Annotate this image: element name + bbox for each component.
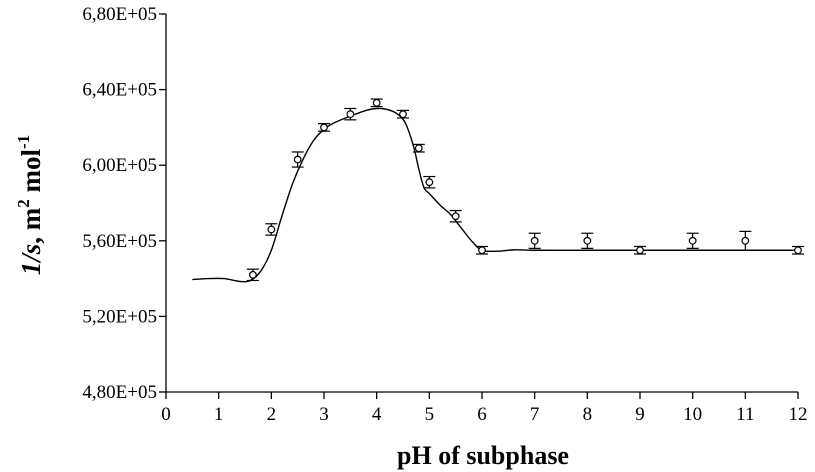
point-marker — [741, 236, 750, 245]
y-axis-title-unit2: mol — [16, 148, 46, 199]
x-tick-label: 3 — [319, 404, 329, 425]
point-marker — [478, 246, 486, 255]
data-point — [412, 143, 425, 153]
y-tick-label: 6,80E+05 — [82, 4, 157, 25]
data-point — [246, 268, 259, 282]
data-point — [265, 223, 278, 236]
fit-curve-group — [192, 107, 798, 283]
point-marker — [425, 178, 434, 187]
y-axis-title-sup1: 2 — [14, 199, 33, 208]
point-marker — [399, 110, 407, 119]
point-marker — [794, 246, 802, 255]
x-axis: 0 1 2 3 4 5 6 7 8 9 10 11 12 — [161, 391, 808, 425]
point-marker — [688, 236, 697, 245]
data-points — [246, 98, 804, 282]
fit-curve — [192, 107, 798, 283]
point-marker — [530, 236, 539, 245]
y-axis-title-unit: , m — [16, 207, 46, 244]
x-tick-label: 8 — [583, 404, 593, 425]
data-point — [739, 230, 752, 251]
y-axis-title-main: 1/s — [16, 244, 46, 276]
point-marker — [451, 212, 460, 221]
point-marker — [320, 123, 328, 132]
y-axis: 4,80E+05 5,20E+05 5,60E+05 6,00E+05 6,40E+05… — [82, 4, 167, 403]
y-tick-label: 5,60E+05 — [82, 231, 157, 252]
data-point — [686, 232, 699, 249]
data-point — [528, 232, 541, 249]
point-marker — [267, 225, 276, 234]
data-point — [476, 245, 488, 255]
x-tick-label: 5 — [425, 404, 435, 425]
y-tick-label: 6,00E+05 — [82, 155, 157, 176]
data-point — [792, 245, 804, 255]
data-point — [449, 209, 462, 223]
data-point — [318, 123, 330, 132]
x-tick-label: 12 — [789, 404, 808, 425]
point-marker — [346, 110, 355, 119]
y-tick-label: 4,80E+05 — [82, 382, 157, 403]
point-marker — [636, 246, 644, 255]
y-axis-title-sup2: -1 — [14, 135, 33, 149]
x-tick-label: 9 — [635, 404, 645, 425]
data-point — [370, 98, 383, 108]
y-tick-label: 5,20E+05 — [82, 306, 157, 327]
point-marker — [248, 270, 257, 279]
data-point — [581, 232, 594, 249]
point-marker — [372, 98, 381, 107]
data-point — [397, 109, 409, 119]
x-tick-label: 0 — [161, 404, 171, 425]
data-point — [423, 175, 436, 189]
x-tick-label: 4 — [372, 404, 382, 425]
x-tick-label: 11 — [736, 404, 754, 425]
x-tick-label: 10 — [683, 404, 702, 425]
point-marker — [293, 155, 302, 164]
x-tick-label: 2 — [267, 404, 277, 425]
point-marker — [583, 236, 592, 245]
y-tick-label: 6,40E+05 — [82, 80, 157, 101]
data-point — [344, 107, 357, 121]
x-axis-title: pH of subphase — [397, 441, 569, 470]
y-axis-title: 1/s, m2 mol-1 — [14, 135, 46, 275]
data-point — [291, 151, 304, 168]
x-tick-label: 1 — [214, 404, 224, 425]
data-point — [634, 245, 646, 255]
x-tick-label: 6 — [477, 404, 487, 425]
x-tick-label: 7 — [530, 404, 540, 425]
point-marker — [414, 144, 423, 153]
